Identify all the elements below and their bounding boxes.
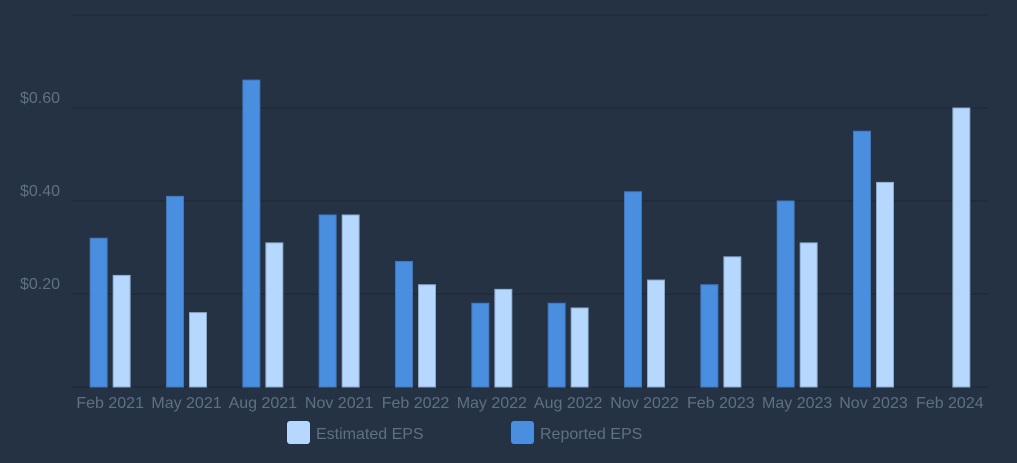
legend-item[interactable]: Estimated EPS <box>287 421 424 444</box>
estimated-eps-bar[interactable] <box>112 274 131 388</box>
x-tick-label: Aug 2021 <box>229 395 298 412</box>
x-tick-label: Nov 2021 <box>305 395 374 412</box>
x-tick-label: Feb 2024 <box>916 395 984 412</box>
x-tick-label: Feb 2021 <box>76 395 144 412</box>
reported-eps-bar[interactable] <box>853 130 871 388</box>
reported-eps-bar[interactable] <box>624 191 642 388</box>
x-tick-label: May 2023 <box>762 395 832 412</box>
estimated-eps-bar[interactable] <box>418 284 436 388</box>
legend-item[interactable]: Reported EPS <box>511 421 642 444</box>
x-tick-label: Nov 2022 <box>610 395 679 412</box>
estimated-eps-bar[interactable] <box>341 214 360 388</box>
reported-eps-bar[interactable] <box>776 200 795 388</box>
estimated-eps-bar[interactable] <box>876 181 894 388</box>
reported-eps-bar[interactable] <box>166 195 184 388</box>
legend-label: Reported EPS <box>540 426 642 443</box>
legend-swatch-icon <box>287 421 310 444</box>
reported-eps-bar[interactable] <box>395 260 413 388</box>
estimated-eps-bar[interactable] <box>494 288 513 388</box>
estimated-eps-bar[interactable] <box>723 256 742 388</box>
x-axis: Feb 2021 May 2021 Aug 2021 Nov 2021 Feb 2022… <box>76 395 983 412</box>
estimated-eps-bar[interactable] <box>265 242 284 388</box>
x-tick-label: Feb 2023 <box>687 395 755 412</box>
x-tick-label: Nov 2023 <box>839 395 908 412</box>
x-tick-label: May 2021 <box>151 395 221 412</box>
estimated-eps-bar[interactable] <box>189 312 207 388</box>
reported-eps-bar[interactable] <box>471 302 490 388</box>
reported-eps-bar[interactable] <box>318 214 337 388</box>
gridlines <box>72 14 988 388</box>
estimated-eps-bar[interactable] <box>952 107 971 388</box>
estimated-eps-bar[interactable] <box>647 279 665 388</box>
y-tick-label: $0.20 <box>20 276 60 293</box>
y-tick-label: $0.60 <box>20 90 60 107</box>
reported-eps-bar[interactable] <box>242 79 261 388</box>
reported-eps-bar[interactable] <box>547 302 566 388</box>
y-axis: $0.20 $0.40 $0.60 <box>20 90 60 293</box>
reported-eps-bar[interactable] <box>89 237 108 388</box>
y-tick-label: $0.40 <box>20 183 60 200</box>
legend-swatch-icon <box>511 421 534 444</box>
reported-eps-bar[interactable] <box>700 284 719 388</box>
bars <box>89 79 971 388</box>
legend: Estimated EPS Reported EPS <box>287 421 642 444</box>
estimated-eps-bar[interactable] <box>570 307 589 388</box>
x-tick-label: Feb 2022 <box>382 395 450 412</box>
x-tick-label: May 2022 <box>457 395 527 412</box>
x-tick-label: Aug 2022 <box>534 395 603 412</box>
legend-label: Estimated EPS <box>316 426 424 443</box>
estimated-eps-bar[interactable] <box>799 242 818 388</box>
